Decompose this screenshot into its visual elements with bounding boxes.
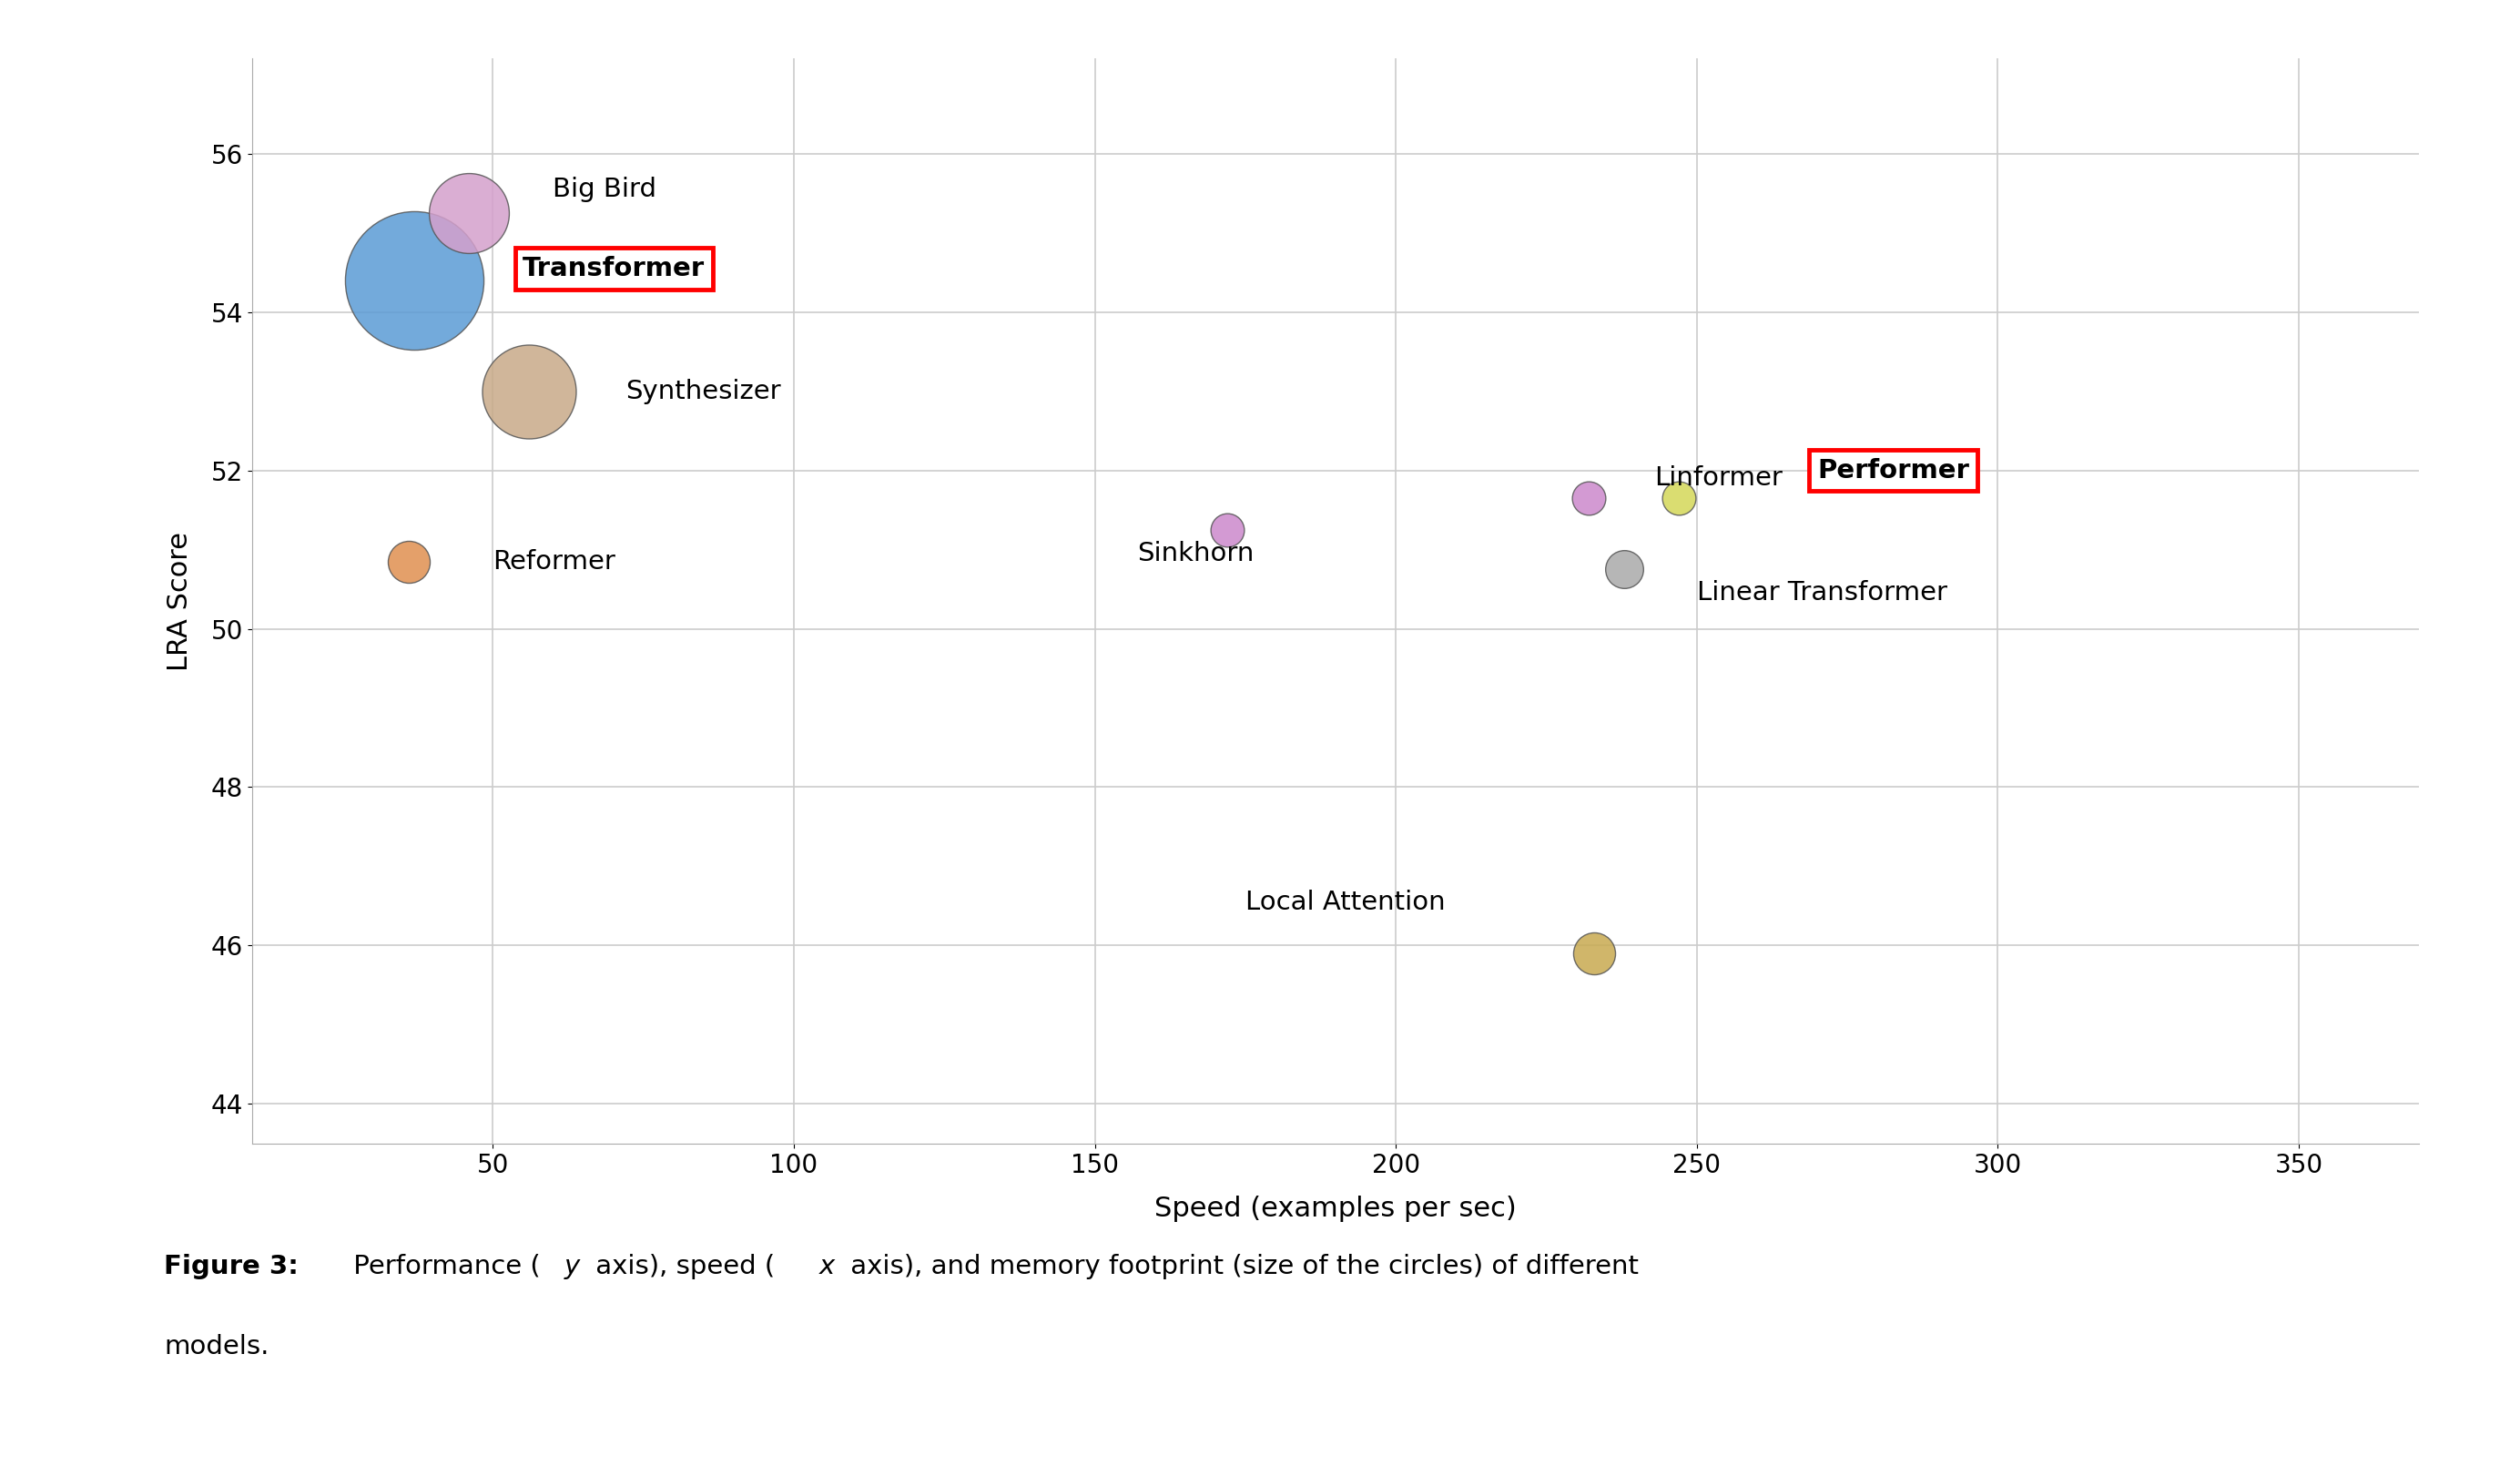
Point: [509, 380, 549, 403]
Y-axis label: LRA Score: LRA Score: [166, 531, 194, 671]
Text: Sinkhorn: Sinkhorn: [1137, 541, 1255, 566]
Text: Performance (: Performance (: [345, 1253, 542, 1278]
Text: Reformer: Reformer: [494, 548, 615, 575]
Text: axis), speed (: axis), speed (: [587, 1253, 776, 1278]
Point: [1567, 487, 1608, 510]
Point: [1605, 557, 1646, 581]
Text: Synthesizer: Synthesizer: [625, 378, 781, 405]
Text: Linear Transformer: Linear Transformer: [1696, 581, 1948, 605]
Text: models.: models.: [164, 1334, 270, 1359]
X-axis label: Speed (examples per sec): Speed (examples per sec): [1154, 1196, 1517, 1223]
Point: [1658, 487, 1698, 510]
Point: [449, 201, 489, 224]
Text: Transformer: Transformer: [524, 255, 706, 281]
Text: Performer: Performer: [1817, 457, 1968, 484]
Text: Big Bird: Big Bird: [552, 176, 658, 202]
Text: Local Attention: Local Attention: [1245, 890, 1446, 915]
Point: [388, 550, 428, 573]
Text: Figure 3:: Figure 3:: [164, 1253, 297, 1278]
Text: x: x: [819, 1253, 834, 1278]
Text: Linformer: Linformer: [1656, 466, 1784, 491]
Point: [1207, 517, 1247, 541]
Text: y: y: [564, 1253, 580, 1278]
Point: [393, 268, 436, 292]
Point: [1575, 941, 1615, 965]
Text: axis), and memory footprint (size of the circles) of different: axis), and memory footprint (size of the…: [842, 1253, 1638, 1278]
